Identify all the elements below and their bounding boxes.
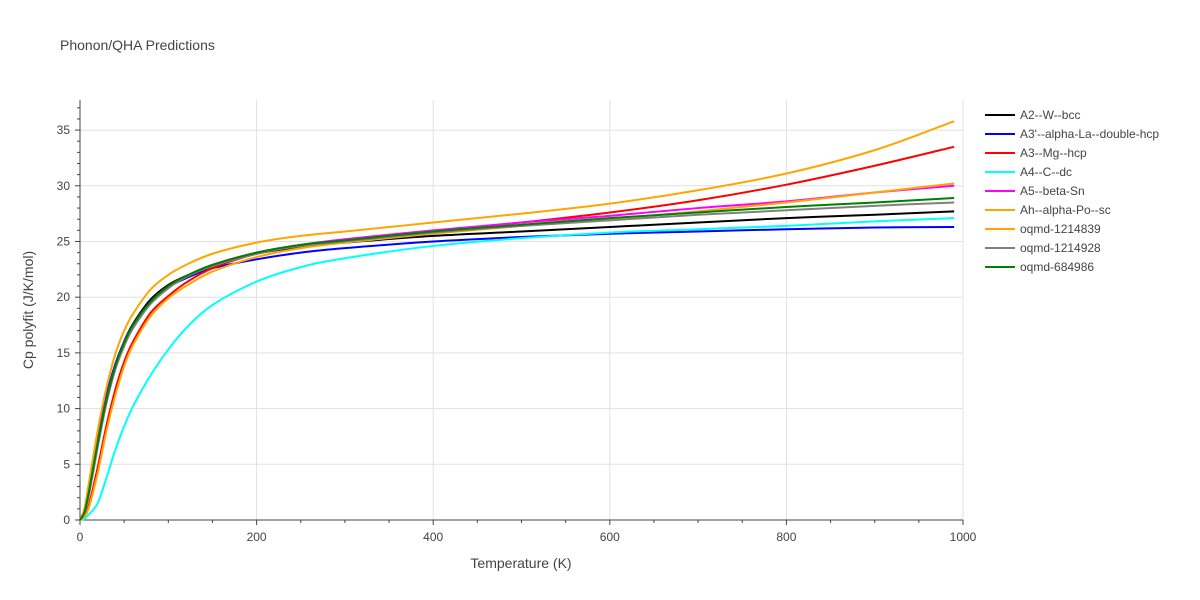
chart-title: Phonon/QHA Predictions bbox=[60, 37, 215, 53]
y-tick-label: 20 bbox=[57, 290, 71, 304]
series-line-3[interactable] bbox=[79, 145, 955, 521]
legend-label: A3'--alpha-La--double-hcp bbox=[1020, 127, 1159, 141]
legend-item[interactable]: A5--beta-Sn bbox=[985, 184, 1085, 198]
y-axis-title: Cp polyfit (J/K/mol) bbox=[20, 251, 36, 369]
legend-label: A4--C--dc bbox=[1020, 165, 1072, 179]
x-tick-label: 800 bbox=[776, 530, 796, 544]
y-tick-label: 0 bbox=[63, 513, 70, 527]
grid-layer bbox=[80, 100, 964, 520]
axes-layer: 0 200 400 600 800 1000 0 5 10 15 20 25 30 35 bbox=[57, 100, 977, 544]
legend-item[interactable]: oqmd-684986 bbox=[985, 260, 1094, 274]
y-tick-label: 35 bbox=[57, 123, 71, 137]
legend-label: oqmd-684986 bbox=[1020, 260, 1094, 274]
legend-item[interactable]: Ah--alpha-Po--sc bbox=[985, 203, 1111, 217]
legend-label: oqmd-1214839 bbox=[1020, 222, 1101, 236]
series-line-2[interactable] bbox=[79, 226, 955, 521]
x-tick-label: 400 bbox=[423, 530, 443, 544]
legend-label: A3--Mg--hcp bbox=[1020, 146, 1087, 160]
series-line-8[interactable] bbox=[79, 201, 955, 521]
y-tick-label: 10 bbox=[57, 402, 71, 416]
x-tick-label: 1000 bbox=[950, 530, 977, 544]
x-axis-title: Temperature (K) bbox=[470, 555, 571, 571]
y-tick-label: 25 bbox=[57, 234, 71, 248]
legend-item[interactable]: A3'--alpha-La--double-hcp bbox=[985, 127, 1159, 141]
legend-item[interactable]: A4--C--dc bbox=[985, 165, 1072, 179]
legend-label: A5--beta-Sn bbox=[1020, 184, 1085, 198]
legend-item[interactable]: oqmd-1214839 bbox=[985, 222, 1101, 236]
series-line-9[interactable] bbox=[79, 197, 955, 521]
series-line-1[interactable] bbox=[79, 210, 955, 521]
legend-label: Ah--alpha-Po--sc bbox=[1020, 203, 1111, 217]
legend-label: A2--W--bcc bbox=[1020, 108, 1080, 122]
x-tick-label: 600 bbox=[600, 530, 620, 544]
legend-item[interactable]: oqmd-1214928 bbox=[985, 241, 1101, 255]
series-line-6[interactable] bbox=[79, 182, 955, 521]
y-tick-label: 15 bbox=[57, 346, 71, 360]
legend-item[interactable]: A2--W--bcc bbox=[985, 108, 1080, 122]
series-line-7[interactable] bbox=[79, 120, 955, 521]
legend[interactable]: A2--W--bcc A3'--alpha-La--double-hcp A3--M… bbox=[985, 108, 1159, 274]
legend-item[interactable]: A3--Mg--hcp bbox=[985, 146, 1087, 160]
series-line-4[interactable] bbox=[79, 217, 955, 521]
legend-label: oqmd-1214928 bbox=[1020, 241, 1101, 255]
x-tick-label: 200 bbox=[247, 530, 267, 544]
y-tick-label: 30 bbox=[57, 179, 71, 193]
series-layer bbox=[79, 120, 955, 521]
x-tick-label: 0 bbox=[77, 530, 84, 544]
y-tick-label: 5 bbox=[63, 457, 70, 471]
